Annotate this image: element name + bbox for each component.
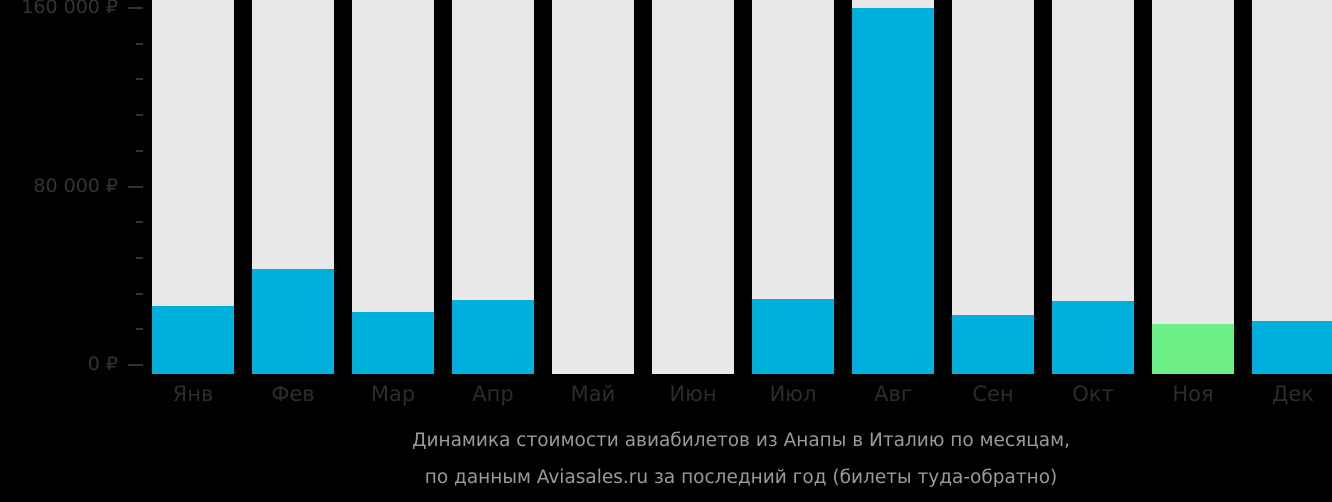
- y-tick-label: 80 000 ₽: [33, 174, 118, 197]
- y-minor-tick: [136, 78, 143, 81]
- x-tick-label: Июн: [669, 382, 717, 406]
- chart-caption-line-2: по данным Aviasales.ru за последний год …: [424, 467, 1058, 488]
- x-tick-label: Авг: [874, 382, 912, 406]
- y-tick-label: 160 000 ₽: [21, 0, 118, 18]
- y-major-tick: [128, 185, 143, 188]
- x-tick-label: Фев: [271, 382, 315, 406]
- bar-track: [1252, 0, 1332, 374]
- x-tick-label: Апр: [472, 382, 514, 406]
- bar-month[interactable]: [752, 299, 834, 374]
- y-minor-tick: [136, 42, 143, 45]
- y-major-tick: [128, 364, 143, 366]
- y-minor-tick: [136, 256, 143, 259]
- x-tick-label: Сен: [972, 382, 1014, 406]
- y-minor-tick: [136, 292, 143, 295]
- bar-month[interactable]: [852, 8, 934, 374]
- x-tick-label: Ноя: [1172, 382, 1214, 406]
- bar-month[interactable]: [252, 269, 334, 374]
- y-minor-tick: [136, 114, 143, 117]
- x-tick-label: Июл: [769, 382, 817, 406]
- x-tick-label: Мар: [370, 382, 416, 406]
- bar-track: [352, 0, 434, 374]
- bar-track: [652, 0, 734, 374]
- x-tick-label: Окт: [1072, 382, 1114, 406]
- bar-month[interactable]: [352, 312, 434, 374]
- y-minor-tick: [136, 328, 143, 331]
- y-minor-tick: [136, 149, 143, 152]
- x-tick-label: Дек: [1271, 382, 1314, 406]
- bar-track: [952, 0, 1034, 374]
- x-tick-label: Май: [570, 382, 616, 406]
- bar-track: [1152, 0, 1234, 374]
- bar-month[interactable]: [152, 306, 234, 374]
- bar-cheapest[interactable]: [1152, 324, 1234, 374]
- bar-month[interactable]: [952, 315, 1034, 374]
- bar-track: [552, 0, 634, 374]
- bar-month[interactable]: [1252, 321, 1332, 374]
- x-tick-label: Янв: [172, 382, 214, 406]
- y-major-tick: [128, 7, 143, 9]
- chart-caption-line-1: Динамика стоимости авиабилетов из Анапы …: [412, 430, 1070, 451]
- y-tick-label: 0 ₽: [87, 353, 118, 375]
- bar-month[interactable]: [1052, 301, 1134, 374]
- y-minor-tick: [136, 221, 143, 224]
- bar-month[interactable]: [452, 300, 534, 374]
